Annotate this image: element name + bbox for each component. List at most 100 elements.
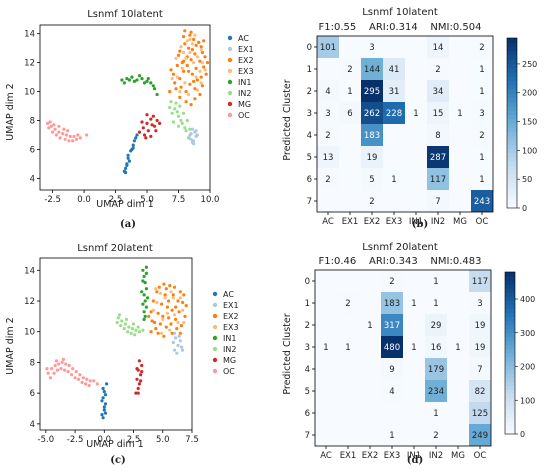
y-tick-label: 2 [305,321,310,331]
heatmap-cell [381,270,403,292]
point-ex3 [158,291,162,295]
point-ac [103,393,108,397]
point-in2 [187,136,191,140]
point-mg [139,373,143,377]
cell-value: 1 [455,343,460,353]
point-ac [134,136,138,140]
legend-label-ex3: EX3 [238,67,254,76]
point-ex2 [175,327,179,331]
point-ex1 [188,133,192,137]
point-in2 [123,322,127,326]
point-oc [71,139,75,143]
x-tick-label: -5.0 [38,435,55,445]
point-ex2 [147,314,151,318]
point-ex3 [161,317,165,321]
heatmap-cell [447,380,469,402]
point-in2 [122,327,126,331]
colorbar-frame [504,271,516,435]
point-ex2 [200,84,204,88]
point-oc [53,127,57,131]
cell-value: 16 [431,343,442,353]
y-axis-label: UMAP dim 2 [5,83,16,140]
point-oc [55,368,60,372]
heatmap-cell [449,190,471,212]
point-mg [142,133,147,137]
point-ex2 [178,290,182,294]
point-ex3 [176,320,180,325]
point-in2 [168,105,172,110]
heatmap-cell [427,102,449,124]
cell-value: 34 [433,87,444,97]
point-ac [126,156,130,160]
point-ac [135,133,139,137]
cell-value: 1 [391,175,396,185]
point-in2 [170,111,174,115]
point-ex2 [193,87,197,91]
point-in2 [188,127,192,131]
point-ex3 [168,328,172,332]
point-in1 [127,78,131,82]
point-ex2 [180,61,184,65]
point-ex2 [187,69,191,73]
point-ac [131,146,135,150]
heatmap-cell [315,336,337,358]
point-ex3 [193,33,197,37]
point-ex2 [164,325,168,329]
heatmap-cell [425,314,447,336]
point-ex3 [165,311,169,315]
heatmap-cell [425,380,447,402]
heatmap-cell [427,36,449,58]
point-ex2 [189,103,193,107]
legend-marker-ex3 [212,324,218,330]
cell-value: 317 [384,321,400,331]
point-in1 [135,78,139,82]
x-tick-label: MG [453,217,467,227]
point-ex2 [169,322,173,326]
point-in2 [174,101,178,105]
heatmap-cell [339,124,361,146]
colorbar-segment [507,101,517,107]
heatmap-cell [337,402,359,424]
heatmap-cell [405,146,427,168]
point-ex2 [164,287,168,291]
heatmap-cell [315,314,337,336]
point-ex3 [178,90,182,94]
heatmap-cell [447,358,469,380]
heatmap-cell [425,292,447,314]
point-ex3 [181,308,185,312]
y-tick-label: 12 [24,297,35,307]
colorbar-segment [507,152,517,158]
point-ac [101,386,105,391]
legend-label-ex2: EX2 [223,312,239,321]
heatmap-cell [469,402,491,424]
colorbar-segment [507,63,517,69]
cell-value: 295 [364,87,380,97]
point-in1 [155,92,159,97]
point-ex3 [203,68,207,72]
point-ex3 [163,296,167,300]
point-ex3 [170,77,174,81]
point-ex2 [156,311,160,315]
point-ex2 [193,52,197,56]
point-in2 [179,118,183,123]
point-ex3 [183,81,187,85]
x-tick-label: -2.5 [67,435,84,445]
x-tick-label: 10.0 [201,195,220,205]
heatmap-cell [427,168,449,190]
legend-label-ac: AC [223,290,234,299]
legend-label-oc: OC [223,367,235,376]
cell-value: 1 [411,343,416,353]
point-oc [78,373,82,377]
heatmap-cell [403,292,425,314]
heatmap-cell [469,314,491,336]
point-ex3 [188,50,192,55]
point-in1 [153,87,157,91]
heatmap-cell [447,402,469,424]
heatmap-cell [359,402,381,424]
point-ex2 [181,300,185,305]
point-ex2 [204,72,208,76]
point-ex2 [199,75,203,79]
heatmap-cell [381,424,403,446]
x-axis-label: UMAP dim 1 [86,439,143,450]
x-tick-label: IN1 [407,451,421,461]
